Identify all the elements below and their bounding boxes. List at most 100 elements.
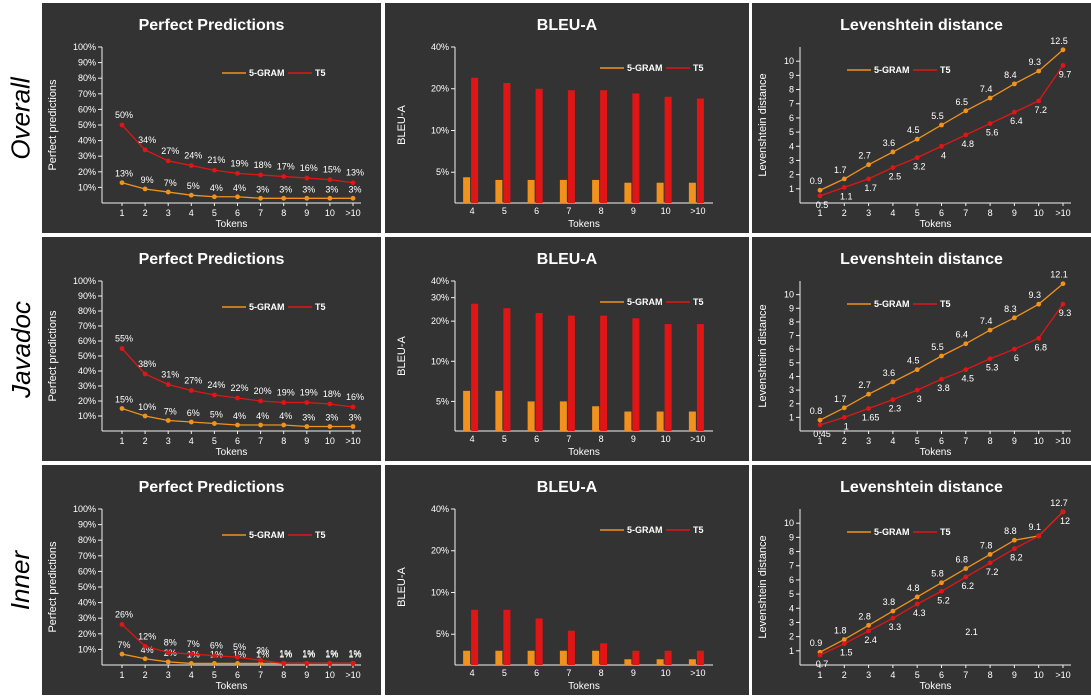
stray-data-label: 2.1 xyxy=(965,627,978,637)
data-label: 1% xyxy=(325,649,338,659)
data-label: 3.6 xyxy=(883,138,896,148)
bar-5gram xyxy=(688,182,696,203)
chart-panel-overall-1: BLEU-A BLEU-A Tokens 5-GRAM T5 5% 10% 20% 40% 4 5 6… xyxy=(385,3,749,233)
legend-label-t5: T5 xyxy=(315,302,326,312)
y-tick-label: 5 xyxy=(789,589,794,599)
x-tick-label: 2 xyxy=(143,670,148,680)
data-label: 3% xyxy=(256,184,269,194)
data-point-t5 xyxy=(327,177,333,183)
data-label: 6.8 xyxy=(956,555,969,565)
data-label: 26% xyxy=(115,609,133,619)
y-tick-label: 6 xyxy=(789,113,794,123)
bar-5gram xyxy=(527,401,535,431)
data-label: 9.3 xyxy=(1028,290,1041,300)
data-label: 3% xyxy=(256,645,269,655)
y-tick-label: 10% xyxy=(431,356,449,366)
x-tick-label: 4 xyxy=(470,434,475,444)
y-axis-label: Levenshtein distance xyxy=(757,73,769,176)
data-point-t5 xyxy=(1036,98,1042,104)
x-axis-label: Tokens xyxy=(920,447,952,458)
data-point-t5 xyxy=(119,346,125,351)
legend-label-5gram: 5-GRAM xyxy=(874,65,910,75)
data-point-t5 xyxy=(890,397,896,403)
y-tick-label: 9 xyxy=(789,532,794,542)
y-tick-label: 60% xyxy=(78,336,96,346)
data-label: 3% xyxy=(325,184,338,194)
y-tick-label: 50% xyxy=(78,120,96,130)
y-tick-label: 2 xyxy=(789,632,794,642)
data-label: 9.7 xyxy=(1059,69,1072,79)
x-tick-label: 8 xyxy=(281,436,286,446)
y-tick-label: 20% xyxy=(78,629,96,639)
data-label: 12.5 xyxy=(1050,36,1068,46)
chart-title: Levenshtein distance xyxy=(840,251,1003,268)
x-tick-label: 7 xyxy=(566,434,571,444)
x-tick-label: 3 xyxy=(166,208,171,218)
data-label: 0.7 xyxy=(816,659,829,669)
bar-t5 xyxy=(567,90,575,203)
chart-svg: Levenshtein distance Levenshtein distance… xyxy=(757,479,1071,692)
data-label: 1% xyxy=(233,649,246,659)
data-point-t5 xyxy=(939,143,944,149)
x-tick-label: 3 xyxy=(866,670,871,680)
bar-t5 xyxy=(503,609,511,665)
x-tick-label: 10 xyxy=(325,208,335,218)
x-tick-label: 1 xyxy=(817,436,822,446)
bar-t5 xyxy=(567,315,575,431)
bar-5gram xyxy=(656,411,664,431)
x-tick-label: 9 xyxy=(1012,670,1017,680)
y-tick-label: 50% xyxy=(78,351,96,361)
legend-label-5gram: 5-GRAM xyxy=(249,302,285,312)
x-tick-label: 6 xyxy=(235,670,240,680)
x-tick-label: 9 xyxy=(304,670,309,680)
bar-5gram xyxy=(656,182,664,203)
x-tick-label: 1 xyxy=(817,670,822,680)
data-label: 10% xyxy=(138,402,156,412)
y-tick-label: 5 xyxy=(789,358,794,368)
chart-panel-javadoc-2: Levenshtein distance Levenshtein distance… xyxy=(752,237,1091,461)
data-label: 1.65 xyxy=(862,413,880,423)
y-tick-label: 40% xyxy=(78,366,96,376)
legend-label-t5: T5 xyxy=(693,63,704,73)
legend-label-t5: T5 xyxy=(315,530,326,540)
y-tick-label: 9 xyxy=(789,303,794,313)
y-tick-label: 10% xyxy=(431,125,449,135)
y-tick-label: 10% xyxy=(431,587,449,597)
legend-label-5gram: 5-GRAM xyxy=(249,530,285,540)
data-point-5gram xyxy=(258,422,263,428)
y-tick-label: 50% xyxy=(78,582,96,592)
data-label: 9.3 xyxy=(1028,57,1041,67)
x-tick-label: 4 xyxy=(470,668,475,678)
y-tick-label: 100% xyxy=(73,276,96,286)
chart-panel-overall-2: Levenshtein distance Levenshtein distance… xyxy=(752,3,1091,233)
x-tick-label: 9 xyxy=(304,208,309,218)
bar-t5 xyxy=(600,315,608,431)
x-tick-label: 1 xyxy=(119,436,124,446)
bar-t5 xyxy=(535,88,543,203)
bar-5gram xyxy=(463,650,471,665)
data-label: 1% xyxy=(325,648,338,658)
x-tick-label: 5 xyxy=(212,436,217,446)
data-point-5gram xyxy=(119,180,125,186)
data-label: 9% xyxy=(141,175,154,185)
bar-t5 xyxy=(664,650,672,665)
data-label: 5.8 xyxy=(931,569,944,579)
y-tick-label: 30% xyxy=(431,293,449,303)
y-axis-label: Perfect predictions xyxy=(47,541,59,633)
data-point-5gram xyxy=(119,406,125,411)
chart-title: Levenshtein distance xyxy=(840,479,1003,496)
y-tick-label: 20% xyxy=(78,167,96,177)
data-point-t5 xyxy=(963,132,969,138)
data-label: 18% xyxy=(254,160,272,170)
data-point-5gram xyxy=(963,341,969,347)
bar-t5 xyxy=(600,90,608,203)
legend-label-t5: T5 xyxy=(940,299,951,309)
y-tick-label: 3 xyxy=(789,155,794,165)
y-tick-label: 10 xyxy=(784,290,794,300)
data-point-5gram xyxy=(1060,47,1066,53)
x-tick-label: 5 xyxy=(915,436,920,446)
data-point-5gram xyxy=(235,661,240,666)
bar-t5 xyxy=(471,609,479,665)
data-label: 4% xyxy=(233,411,246,421)
x-tick-label: >10 xyxy=(690,668,705,678)
